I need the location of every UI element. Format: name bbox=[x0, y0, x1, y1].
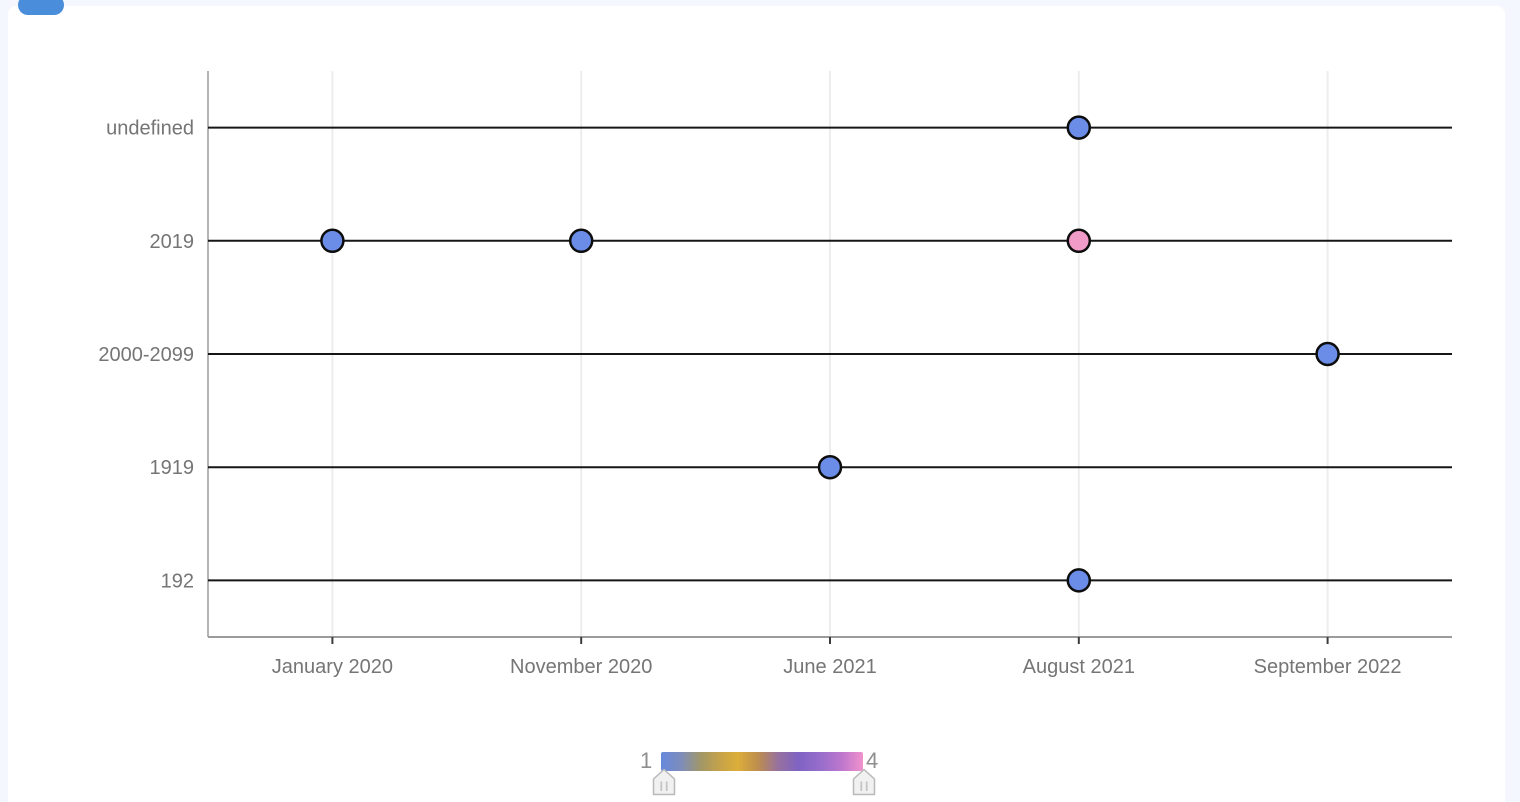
legend-max-label: 4 bbox=[866, 748, 879, 773]
slider-handle-shape[interactable] bbox=[852, 768, 876, 796]
y-axis-label: 192 bbox=[161, 570, 194, 592]
data-point[interactable] bbox=[568, 228, 594, 254]
partial-pill-button[interactable] bbox=[18, 0, 64, 15]
scatter-chart: undefined 2019 2000-2099 1919 192 January 202… bbox=[98, 71, 1452, 678]
data-point[interactable] bbox=[1066, 568, 1092, 593]
slider-handle-shape[interactable] bbox=[652, 768, 676, 796]
x-axis-label: January 2020 bbox=[272, 656, 393, 678]
data-point[interactable] bbox=[1066, 115, 1092, 140]
legend-slider-handle-max[interactable] bbox=[852, 768, 876, 796]
data-point[interactable] bbox=[1066, 228, 1092, 254]
y-axis-label: undefined bbox=[106, 118, 194, 140]
data-point[interactable] bbox=[1315, 341, 1340, 367]
legend-slider-handle-min[interactable] bbox=[652, 768, 676, 796]
data-point[interactable] bbox=[817, 454, 843, 480]
y-axis-label: 2000-2099 bbox=[98, 344, 194, 366]
x-axis-label: November 2020 bbox=[510, 656, 652, 678]
color-gradient-bar bbox=[661, 752, 863, 771]
data-point[interactable] bbox=[320, 228, 345, 254]
x-axis-label: August 2021 bbox=[1023, 656, 1135, 678]
y-axis-label: 2019 bbox=[150, 231, 195, 253]
legend-min-label: 1 bbox=[640, 748, 653, 773]
content-card: undefined 2019 2000-2099 1919 192 January 202… bbox=[8, 0, 1505, 802]
y-axis-label: 1919 bbox=[150, 457, 195, 479]
x-axis-label: June 2021 bbox=[783, 656, 876, 678]
x-axis-label: September 2022 bbox=[1254, 656, 1402, 678]
